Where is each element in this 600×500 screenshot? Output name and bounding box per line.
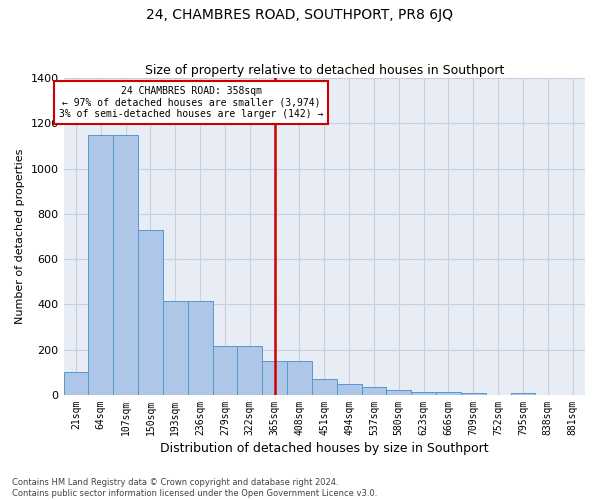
Bar bbox=[461, 392, 485, 395]
Bar bbox=[64, 372, 88, 395]
Bar bbox=[511, 392, 535, 395]
Bar bbox=[287, 361, 312, 395]
Bar bbox=[188, 301, 212, 395]
Bar bbox=[386, 390, 411, 395]
Bar bbox=[212, 346, 238, 395]
Bar bbox=[138, 230, 163, 395]
Bar bbox=[238, 346, 262, 395]
Bar bbox=[362, 387, 386, 395]
Bar bbox=[88, 134, 113, 395]
Text: 24 CHAMBRES ROAD: 358sqm
← 97% of detached houses are smaller (3,974)
3% of semi: 24 CHAMBRES ROAD: 358sqm ← 97% of detach… bbox=[59, 86, 323, 120]
Text: Contains HM Land Registry data © Crown copyright and database right 2024.
Contai: Contains HM Land Registry data © Crown c… bbox=[12, 478, 377, 498]
X-axis label: Distribution of detached houses by size in Southport: Distribution of detached houses by size … bbox=[160, 442, 488, 455]
Y-axis label: Number of detached properties: Number of detached properties bbox=[15, 149, 25, 324]
Text: 24, CHAMBRES ROAD, SOUTHPORT, PR8 6JQ: 24, CHAMBRES ROAD, SOUTHPORT, PR8 6JQ bbox=[146, 8, 454, 22]
Title: Size of property relative to detached houses in Southport: Size of property relative to detached ho… bbox=[145, 64, 504, 77]
Bar bbox=[113, 134, 138, 395]
Bar bbox=[411, 392, 436, 395]
Bar bbox=[337, 384, 362, 395]
Bar bbox=[262, 361, 287, 395]
Bar bbox=[436, 392, 461, 395]
Bar bbox=[312, 379, 337, 395]
Bar bbox=[163, 301, 188, 395]
